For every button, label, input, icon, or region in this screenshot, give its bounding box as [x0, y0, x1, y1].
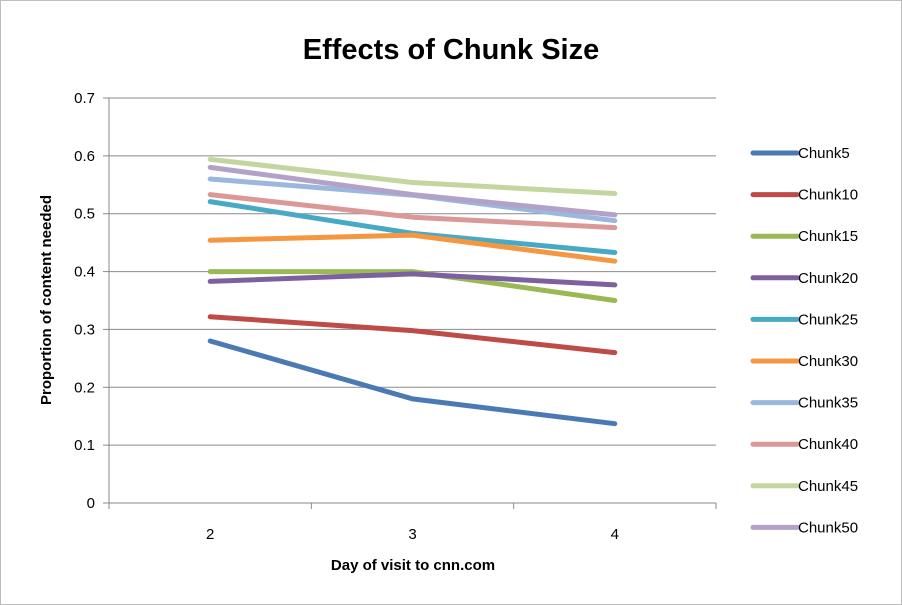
y-tick-label: 0.7	[74, 90, 95, 107]
series-line-chunk20	[207, 271, 618, 288]
series-line-chunk45	[207, 156, 618, 196]
x-tick-label: 3	[408, 526, 416, 543]
series-line-chunk40	[207, 192, 618, 231]
legend-label: Chunk45	[798, 478, 858, 495]
series-line-chunk30	[207, 232, 618, 264]
series-line-chunk5	[207, 338, 618, 427]
legend-label: Chunk35	[798, 395, 858, 412]
series-lines	[207, 156, 618, 427]
axes: 0 0.1 0.2 0.3 0.4 0.5 0.6 0.7 2 3 4	[74, 90, 717, 543]
legend-label: Chunk40	[798, 436, 858, 453]
legend-label: Chunk50	[798, 519, 858, 536]
legend-label: Chunk15	[798, 228, 858, 245]
y-tick-label: 0.6	[74, 148, 95, 165]
legend-label: Chunk20	[798, 270, 858, 287]
series-line-chunk50	[207, 164, 618, 218]
x-axis-label: Day of visit to cnn.com	[331, 557, 495, 574]
y-tick-label: 0.3	[74, 321, 95, 338]
y-tick-label: 0.1	[74, 437, 95, 454]
legend-label: Chunk25	[798, 311, 858, 328]
y-tick-label: 0.2	[74, 379, 95, 396]
x-tick-label: 2	[206, 526, 214, 543]
series-line-chunk10	[207, 314, 618, 356]
legend-label: Chunk30	[798, 353, 858, 370]
legend: Chunk5 Chunk10 Chunk15 Chunk20 Chunk25 Chunk3…	[750, 145, 858, 536]
legend-label: Chunk5	[798, 145, 850, 162]
x-tick-label: 4	[611, 526, 619, 543]
y-tick-label: 0.4	[74, 264, 95, 281]
y-tick-label: 0.5	[74, 206, 95, 223]
legend-label: Chunk10	[798, 187, 858, 204]
chart-title: Effects of Chunk Size	[303, 34, 600, 66]
y-tick-label: 0	[87, 495, 95, 512]
y-axis-label: Proportion of content needed	[38, 195, 55, 405]
